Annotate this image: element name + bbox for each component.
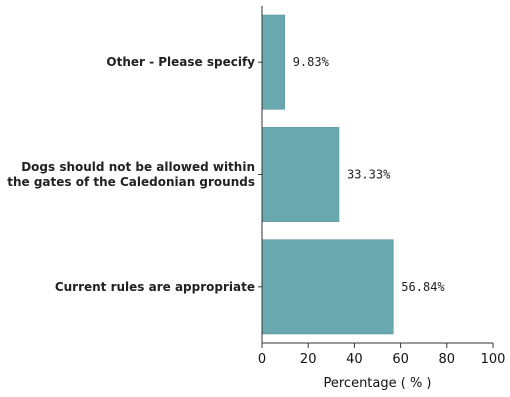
value-label-0: 9.83% xyxy=(293,55,330,69)
category-label-0-line-0: Other - Please specify xyxy=(106,55,255,69)
category-label-0: Other - Please specify xyxy=(106,55,255,69)
value-label-2: 56.84% xyxy=(401,280,445,294)
category-label-1: Dogs should not be allowed within the gat… xyxy=(7,160,255,189)
bar-0 xyxy=(261,14,285,110)
value-labels-group: 9.83% 33.33% 56.84% xyxy=(293,55,446,294)
category-label-1-line-1: the gates of the Caledonian grounds xyxy=(7,175,255,189)
value-label-1: 33.33% xyxy=(347,168,391,182)
x-ticks-group: 0 20 40 60 80 100 xyxy=(258,343,506,367)
bar-2 xyxy=(261,239,394,335)
category-label-2: Current rules are appropriate xyxy=(55,280,255,294)
bars-group xyxy=(261,14,394,335)
category-label-2-line-0: Current rules are appropriate xyxy=(55,280,255,294)
x-tick-label-0: 0 xyxy=(258,352,266,367)
x-tick-label-4: 80 xyxy=(439,352,456,367)
x-tick-label-5: 100 xyxy=(481,352,506,367)
category-labels-group: Other - Please specify Dogs should not be… xyxy=(7,55,262,294)
category-label-1-line-0: Dogs should not be allowed within xyxy=(21,160,255,174)
x-tick-label-3: 60 xyxy=(392,352,409,367)
x-tick-label-1: 20 xyxy=(300,352,317,367)
x-tick-label-2: 40 xyxy=(346,352,363,367)
x-axis-title: Percentage ( % ) xyxy=(323,376,431,391)
bar-1 xyxy=(261,127,340,222)
